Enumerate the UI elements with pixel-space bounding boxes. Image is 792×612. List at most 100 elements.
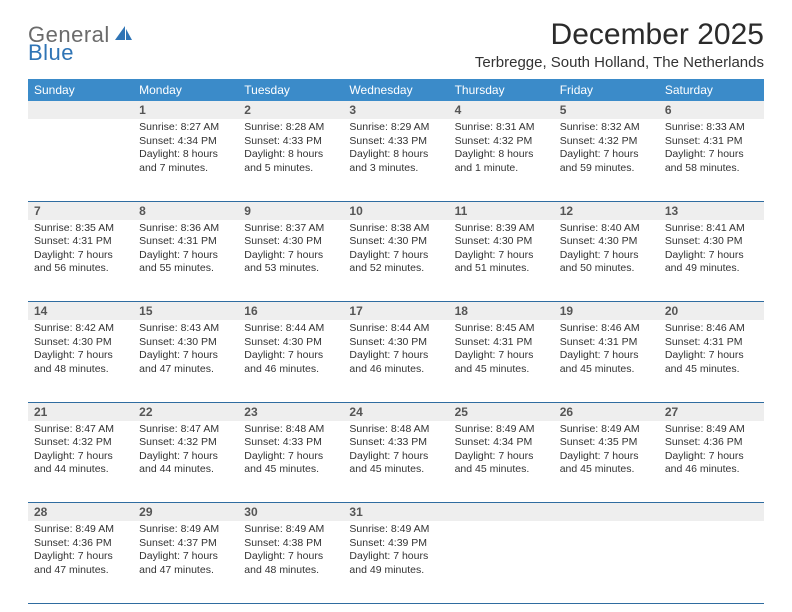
day-cell-body: Sunrise: 8:44 AMSunset: 4:30 PMDaylight:… <box>343 320 448 381</box>
day-number-cell: 1 <box>133 101 238 119</box>
day-cell: Sunrise: 8:27 AMSunset: 4:34 PMDaylight:… <box>133 119 238 201</box>
day-cell-body: Sunrise: 8:46 AMSunset: 4:31 PMDaylight:… <box>554 320 659 381</box>
day-number-row: 28293031 <box>28 503 764 522</box>
day-cell: Sunrise: 8:47 AMSunset: 4:32 PMDaylight:… <box>28 421 133 503</box>
day-cell-body: Sunrise: 8:38 AMSunset: 4:30 PMDaylight:… <box>343 220 448 281</box>
day-cell-body: Sunrise: 8:28 AMSunset: 4:33 PMDaylight:… <box>238 119 343 180</box>
day-number-cell: 28 <box>28 503 133 522</box>
day-header: Sunday <box>28 79 133 101</box>
day-cell: Sunrise: 8:42 AMSunset: 4:30 PMDaylight:… <box>28 320 133 402</box>
calendar-table: SundayMondayTuesdayWednesdayThursdayFrid… <box>28 79 764 604</box>
day-cell: Sunrise: 8:49 AMSunset: 4:36 PMDaylight:… <box>659 421 764 503</box>
day-number-cell: 3 <box>343 101 448 119</box>
day-cell: Sunrise: 8:46 AMSunset: 4:31 PMDaylight:… <box>659 320 764 402</box>
day-cell: Sunrise: 8:31 AMSunset: 4:32 PMDaylight:… <box>449 119 554 201</box>
day-header: Saturday <box>659 79 764 101</box>
day-cell-body: Sunrise: 8:49 AMSunset: 4:34 PMDaylight:… <box>449 421 554 482</box>
day-cell-body: Sunrise: 8:47 AMSunset: 4:32 PMDaylight:… <box>133 421 238 482</box>
day-number-cell: 23 <box>238 402 343 421</box>
day-cell: Sunrise: 8:33 AMSunset: 4:31 PMDaylight:… <box>659 119 764 201</box>
day-cell: Sunrise: 8:47 AMSunset: 4:32 PMDaylight:… <box>133 421 238 503</box>
day-number-cell: 9 <box>238 201 343 220</box>
day-cell: Sunrise: 8:49 AMSunset: 4:35 PMDaylight:… <box>554 421 659 503</box>
month-title: December 2025 <box>475 18 764 52</box>
day-cell-body: Sunrise: 8:49 AMSunset: 4:37 PMDaylight:… <box>133 521 238 582</box>
day-cell-body: Sunrise: 8:49 AMSunset: 4:36 PMDaylight:… <box>659 421 764 482</box>
day-number-cell: 27 <box>659 402 764 421</box>
day-cell-body <box>449 521 554 527</box>
day-number-cell: 2 <box>238 101 343 119</box>
day-content-row: Sunrise: 8:42 AMSunset: 4:30 PMDaylight:… <box>28 320 764 402</box>
day-cell: Sunrise: 8:44 AMSunset: 4:30 PMDaylight:… <box>238 320 343 402</box>
day-number-cell: 11 <box>449 201 554 220</box>
day-cell: Sunrise: 8:49 AMSunset: 4:39 PMDaylight:… <box>343 521 448 603</box>
day-cell <box>554 521 659 603</box>
day-number-cell: 21 <box>28 402 133 421</box>
day-cell-body: Sunrise: 8:37 AMSunset: 4:30 PMDaylight:… <box>238 220 343 281</box>
day-number-row: 14151617181920 <box>28 302 764 321</box>
day-number-cell: 19 <box>554 302 659 321</box>
day-number-row: 78910111213 <box>28 201 764 220</box>
day-cell-body: Sunrise: 8:31 AMSunset: 4:32 PMDaylight:… <box>449 119 554 180</box>
day-number-cell <box>554 503 659 522</box>
day-cell: Sunrise: 8:41 AMSunset: 4:30 PMDaylight:… <box>659 220 764 302</box>
day-cell-body: Sunrise: 8:36 AMSunset: 4:31 PMDaylight:… <box>133 220 238 281</box>
day-cell-body: Sunrise: 8:27 AMSunset: 4:34 PMDaylight:… <box>133 119 238 180</box>
day-cell <box>28 119 133 201</box>
day-number-cell: 12 <box>554 201 659 220</box>
day-cell-body: Sunrise: 8:29 AMSunset: 4:33 PMDaylight:… <box>343 119 448 180</box>
day-number-cell: 6 <box>659 101 764 119</box>
day-number-cell: 20 <box>659 302 764 321</box>
day-cell-body: Sunrise: 8:49 AMSunset: 4:35 PMDaylight:… <box>554 421 659 482</box>
day-cell-body: Sunrise: 8:44 AMSunset: 4:30 PMDaylight:… <box>238 320 343 381</box>
brand-sail-icon <box>113 24 133 47</box>
day-number-cell: 24 <box>343 402 448 421</box>
day-header: Thursday <box>449 79 554 101</box>
day-cell-body: Sunrise: 8:39 AMSunset: 4:30 PMDaylight:… <box>449 220 554 281</box>
day-number-cell: 10 <box>343 201 448 220</box>
day-cell-body: Sunrise: 8:46 AMSunset: 4:31 PMDaylight:… <box>659 320 764 381</box>
day-header-row: SundayMondayTuesdayWednesdayThursdayFrid… <box>28 79 764 101</box>
day-number-cell: 13 <box>659 201 764 220</box>
day-cell: Sunrise: 8:46 AMSunset: 4:31 PMDaylight:… <box>554 320 659 402</box>
day-cell: Sunrise: 8:48 AMSunset: 4:33 PMDaylight:… <box>238 421 343 503</box>
day-content-row: Sunrise: 8:49 AMSunset: 4:36 PMDaylight:… <box>28 521 764 603</box>
day-cell: Sunrise: 8:29 AMSunset: 4:33 PMDaylight:… <box>343 119 448 201</box>
day-number-row: 21222324252627 <box>28 402 764 421</box>
day-cell-body: Sunrise: 8:33 AMSunset: 4:31 PMDaylight:… <box>659 119 764 180</box>
day-number-cell: 5 <box>554 101 659 119</box>
day-cell-body: Sunrise: 8:48 AMSunset: 4:33 PMDaylight:… <box>238 421 343 482</box>
day-cell: Sunrise: 8:28 AMSunset: 4:33 PMDaylight:… <box>238 119 343 201</box>
day-cell: Sunrise: 8:40 AMSunset: 4:30 PMDaylight:… <box>554 220 659 302</box>
day-cell-body <box>28 119 133 125</box>
day-cell-body: Sunrise: 8:40 AMSunset: 4:30 PMDaylight:… <box>554 220 659 281</box>
day-number-cell <box>449 503 554 522</box>
day-header: Friday <box>554 79 659 101</box>
day-cell-body: Sunrise: 8:32 AMSunset: 4:32 PMDaylight:… <box>554 119 659 180</box>
day-cell <box>449 521 554 603</box>
day-cell: Sunrise: 8:36 AMSunset: 4:31 PMDaylight:… <box>133 220 238 302</box>
day-cell-body: Sunrise: 8:45 AMSunset: 4:31 PMDaylight:… <box>449 320 554 381</box>
day-cell-body: Sunrise: 8:42 AMSunset: 4:30 PMDaylight:… <box>28 320 133 381</box>
day-cell-body: Sunrise: 8:41 AMSunset: 4:30 PMDaylight:… <box>659 220 764 281</box>
day-cell: Sunrise: 8:44 AMSunset: 4:30 PMDaylight:… <box>343 320 448 402</box>
day-cell: Sunrise: 8:49 AMSunset: 4:38 PMDaylight:… <box>238 521 343 603</box>
day-number-cell: 18 <box>449 302 554 321</box>
day-cell: Sunrise: 8:45 AMSunset: 4:31 PMDaylight:… <box>449 320 554 402</box>
day-number-cell: 29 <box>133 503 238 522</box>
day-content-row: Sunrise: 8:47 AMSunset: 4:32 PMDaylight:… <box>28 421 764 503</box>
day-header: Wednesday <box>343 79 448 101</box>
day-number-cell: 25 <box>449 402 554 421</box>
page-header: General December 2025 Terbregge, South H… <box>28 18 764 71</box>
day-cell: Sunrise: 8:49 AMSunset: 4:36 PMDaylight:… <box>28 521 133 603</box>
day-cell-body: Sunrise: 8:35 AMSunset: 4:31 PMDaylight:… <box>28 220 133 281</box>
day-header: Monday <box>133 79 238 101</box>
day-number-row: 123456 <box>28 101 764 119</box>
day-content-row: Sunrise: 8:35 AMSunset: 4:31 PMDaylight:… <box>28 220 764 302</box>
day-cell-body <box>554 521 659 527</box>
day-cell-body: Sunrise: 8:49 AMSunset: 4:36 PMDaylight:… <box>28 521 133 582</box>
day-number-cell: 4 <box>449 101 554 119</box>
day-number-cell: 17 <box>343 302 448 321</box>
day-cell-body: Sunrise: 8:49 AMSunset: 4:38 PMDaylight:… <box>238 521 343 582</box>
day-number-cell <box>28 101 133 119</box>
